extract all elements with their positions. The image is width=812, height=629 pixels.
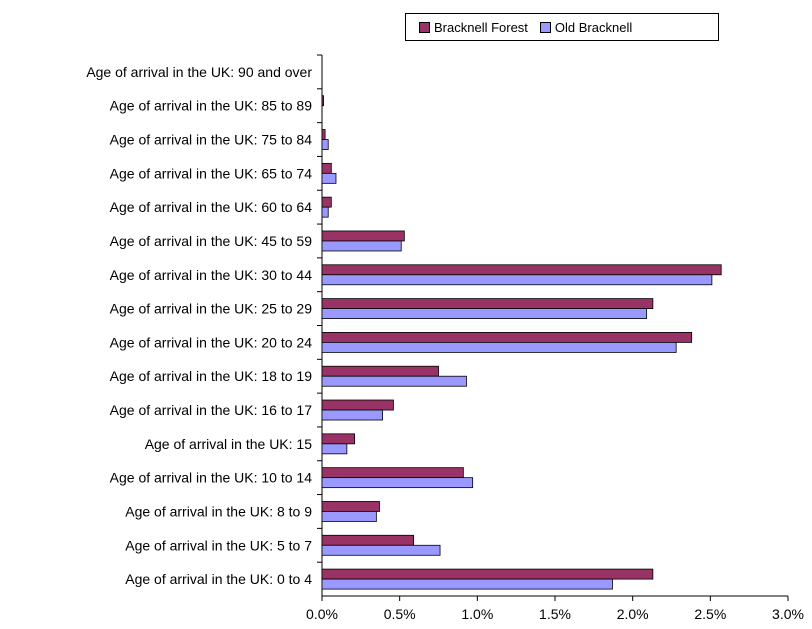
bar-series-1	[321, 172, 337, 184]
y-tick-label: Age of arrival in the UK: 75 to 84	[110, 132, 313, 148]
bar-series-0	[321, 196, 332, 208]
y-tick-label: Age of arrival in the UK: 16 to 17	[110, 402, 313, 418]
bar-series-1	[321, 308, 648, 319]
bar-series-0	[321, 399, 394, 411]
bar-series-0	[321, 433, 356, 445]
bar-series-0	[321, 501, 380, 512]
bar-series-1	[321, 578, 613, 590]
x-tick-label: 2.0%	[617, 606, 649, 622]
bar-series-0	[321, 332, 693, 343]
y-tick-label: Age of arrival in the UK: 18 to 19	[110, 368, 313, 384]
bar-series-0	[321, 95, 324, 107]
bar-series-1	[321, 375, 467, 387]
y-tick-label: Age of arrival in the UK: 5 to 7	[125, 537, 312, 553]
legend-swatch-series-1	[539, 21, 551, 33]
legend-item-series-0: Bracknell Forest	[419, 20, 528, 35]
y-tick-label: Age of arrival in the UK: 90 and over	[86, 64, 312, 80]
bar-series-1	[321, 342, 677, 353]
x-tick-label: 1.5%	[539, 606, 571, 622]
legend-label-series-1: Old Bracknell	[554, 19, 633, 35]
bar-series-1	[321, 443, 348, 455]
y-tick-label: Age of arrival in the UK: 85 to 89	[110, 98, 313, 114]
x-tick-label: 0.5%	[384, 606, 416, 622]
bar-series-1	[321, 274, 713, 286]
legend-label-series-0: Bracknell Forest	[434, 19, 528, 35]
legend-item-series-1: Old Bracknell	[539, 19, 633, 35]
y-tick-label: Age of arrival in the UK: 15	[145, 436, 313, 452]
bar-series-1	[321, 544, 441, 556]
bar-series-0	[321, 298, 654, 309]
y-tick-label: Age of arrival in the UK: 10 to 14	[110, 470, 313, 486]
bar-series-0	[321, 264, 722, 276]
y-tick-label: Age of arrival in the UK: 25 to 29	[110, 301, 313, 317]
x-tick-label: 0.0%	[306, 606, 338, 622]
bar-series-0	[321, 162, 332, 174]
bar-series-0	[321, 568, 654, 580]
bar-series-0	[321, 467, 464, 479]
y-tick-label: Age of arrival in the UK: 45 to 59	[110, 233, 313, 249]
bar-series-0	[321, 365, 439, 377]
chart-legend: Bracknell Forest Old Bracknell	[405, 13, 719, 41]
legend-swatch-series-0	[419, 21, 430, 33]
bar-series-1	[321, 409, 383, 421]
y-tick-label: Age of arrival in the UK: 30 to 44	[110, 267, 313, 283]
y-tick-label: Age of arrival in the UK: 65 to 74	[110, 165, 313, 181]
bar-series-0	[321, 230, 405, 242]
y-tick-label: Age of arrival in the UK: 8 to 9	[125, 503, 312, 519]
x-tick-label: 3.0%	[772, 606, 804, 622]
bar-series-1	[321, 206, 329, 218]
bar-series-1	[321, 477, 474, 489]
y-tick-label: Age of arrival in the UK: 60 to 64	[110, 199, 313, 215]
bar-series-1	[321, 240, 402, 252]
bar-series-0	[321, 534, 415, 546]
x-tick-label: 1.0%	[461, 606, 493, 622]
y-tick-label: Age of arrival in the UK: 0 to 4	[125, 571, 312, 587]
bar-series-0	[321, 129, 326, 140]
bar-series-1	[321, 139, 329, 150]
x-tick-label: 2.5%	[694, 606, 726, 622]
y-tick-label: Age of arrival in the UK: 20 to 24	[110, 334, 313, 350]
bar-series-1	[321, 511, 377, 522]
